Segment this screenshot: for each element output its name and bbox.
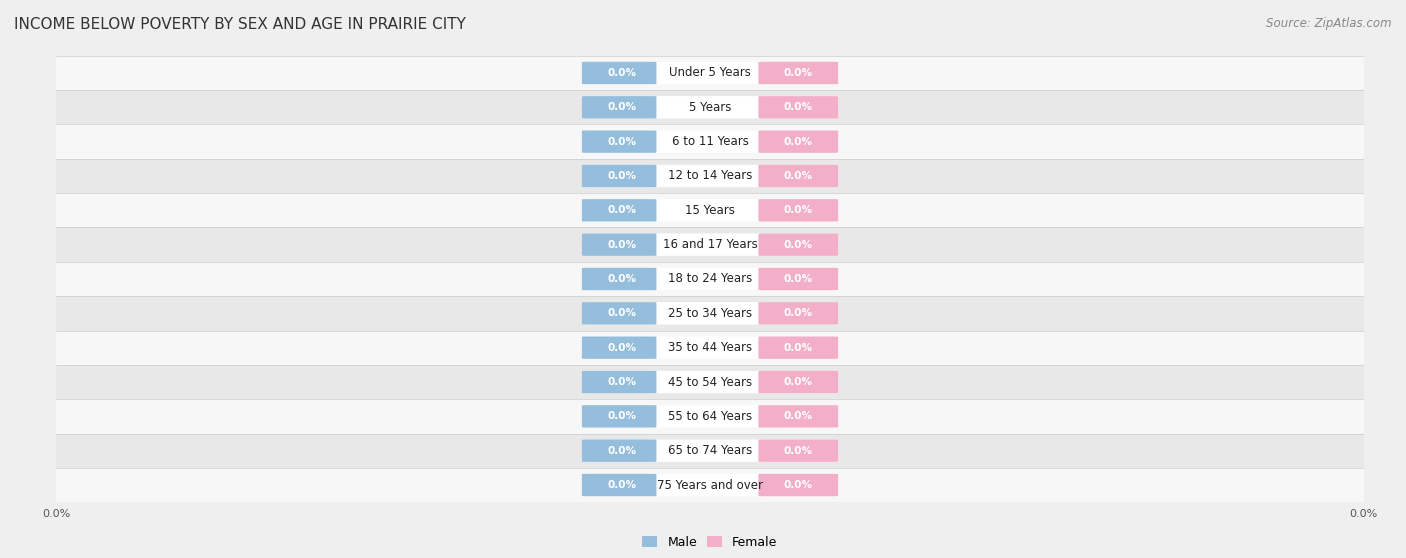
FancyBboxPatch shape <box>582 474 657 496</box>
Bar <box>56 296 1364 330</box>
Text: Under 5 Years: Under 5 Years <box>669 66 751 79</box>
FancyBboxPatch shape <box>582 62 838 84</box>
Text: 0.0%: 0.0% <box>783 240 813 249</box>
Text: 35 to 44 Years: 35 to 44 Years <box>668 341 752 354</box>
Text: 0.0%: 0.0% <box>607 171 637 181</box>
Text: 75 Years and over: 75 Years and over <box>657 479 763 492</box>
Bar <box>56 262 1364 296</box>
FancyBboxPatch shape <box>758 474 838 496</box>
Text: 0.0%: 0.0% <box>607 411 637 421</box>
FancyBboxPatch shape <box>582 199 838 222</box>
FancyBboxPatch shape <box>582 233 838 256</box>
Bar <box>56 399 1364 434</box>
FancyBboxPatch shape <box>582 165 838 187</box>
Text: 0.0%: 0.0% <box>607 274 637 284</box>
FancyBboxPatch shape <box>582 302 657 325</box>
FancyBboxPatch shape <box>582 165 657 187</box>
Text: 18 to 24 Years: 18 to 24 Years <box>668 272 752 286</box>
Text: INCOME BELOW POVERTY BY SEX AND AGE IN PRAIRIE CITY: INCOME BELOW POVERTY BY SEX AND AGE IN P… <box>14 17 465 32</box>
FancyBboxPatch shape <box>582 440 657 462</box>
FancyBboxPatch shape <box>582 233 657 256</box>
Bar <box>56 434 1364 468</box>
Text: 0.0%: 0.0% <box>783 274 813 284</box>
Bar <box>56 330 1364 365</box>
FancyBboxPatch shape <box>758 405 838 427</box>
FancyBboxPatch shape <box>582 131 657 153</box>
FancyBboxPatch shape <box>582 199 657 222</box>
Bar <box>56 193 1364 228</box>
FancyBboxPatch shape <box>582 62 657 84</box>
FancyBboxPatch shape <box>582 268 838 290</box>
Text: 0.0%: 0.0% <box>607 343 637 353</box>
Text: 0.0%: 0.0% <box>607 240 637 249</box>
FancyBboxPatch shape <box>582 302 838 325</box>
Text: 65 to 74 Years: 65 to 74 Years <box>668 444 752 457</box>
FancyBboxPatch shape <box>582 336 838 359</box>
Text: 0.0%: 0.0% <box>783 68 813 78</box>
FancyBboxPatch shape <box>582 405 838 427</box>
Bar <box>56 56 1364 90</box>
FancyBboxPatch shape <box>758 371 838 393</box>
Text: 0.0%: 0.0% <box>607 205 637 215</box>
Text: 0.0%: 0.0% <box>783 446 813 456</box>
Text: 0.0%: 0.0% <box>607 68 637 78</box>
FancyBboxPatch shape <box>758 165 838 187</box>
FancyBboxPatch shape <box>582 371 838 393</box>
FancyBboxPatch shape <box>758 268 838 290</box>
FancyBboxPatch shape <box>582 474 838 496</box>
FancyBboxPatch shape <box>582 440 838 462</box>
Text: 0.0%: 0.0% <box>783 171 813 181</box>
FancyBboxPatch shape <box>758 302 838 325</box>
Text: 0.0%: 0.0% <box>783 411 813 421</box>
FancyBboxPatch shape <box>758 233 838 256</box>
FancyBboxPatch shape <box>582 371 657 393</box>
FancyBboxPatch shape <box>758 131 838 153</box>
Text: 6 to 11 Years: 6 to 11 Years <box>672 135 748 148</box>
FancyBboxPatch shape <box>582 96 657 118</box>
FancyBboxPatch shape <box>758 199 838 222</box>
Text: 0.0%: 0.0% <box>607 480 637 490</box>
Bar <box>56 468 1364 502</box>
FancyBboxPatch shape <box>758 440 838 462</box>
FancyBboxPatch shape <box>582 131 838 153</box>
Bar <box>56 124 1364 159</box>
Text: 0.0%: 0.0% <box>783 102 813 112</box>
Text: 55 to 64 Years: 55 to 64 Years <box>668 410 752 423</box>
Bar <box>56 90 1364 124</box>
FancyBboxPatch shape <box>758 62 838 84</box>
Text: 0.0%: 0.0% <box>607 377 637 387</box>
Text: 0.0%: 0.0% <box>607 309 637 318</box>
FancyBboxPatch shape <box>582 268 657 290</box>
Text: 0.0%: 0.0% <box>607 137 637 147</box>
Text: 0.0%: 0.0% <box>783 480 813 490</box>
Text: 45 to 54 Years: 45 to 54 Years <box>668 376 752 388</box>
Text: 0.0%: 0.0% <box>783 309 813 318</box>
FancyBboxPatch shape <box>758 96 838 118</box>
Text: 0.0%: 0.0% <box>783 377 813 387</box>
FancyBboxPatch shape <box>582 405 657 427</box>
Text: 0.0%: 0.0% <box>607 446 637 456</box>
Legend: Male, Female: Male, Female <box>637 531 783 554</box>
FancyBboxPatch shape <box>758 336 838 359</box>
Text: 12 to 14 Years: 12 to 14 Years <box>668 170 752 182</box>
Text: 15 Years: 15 Years <box>685 204 735 217</box>
Text: 25 to 34 Years: 25 to 34 Years <box>668 307 752 320</box>
Text: 5 Years: 5 Years <box>689 101 731 114</box>
Text: 0.0%: 0.0% <box>607 102 637 112</box>
Text: Source: ZipAtlas.com: Source: ZipAtlas.com <box>1267 17 1392 30</box>
Text: 0.0%: 0.0% <box>783 205 813 215</box>
Text: 0.0%: 0.0% <box>783 137 813 147</box>
Text: 16 and 17 Years: 16 and 17 Years <box>662 238 758 251</box>
FancyBboxPatch shape <box>582 336 657 359</box>
Bar <box>56 228 1364 262</box>
Text: 0.0%: 0.0% <box>783 343 813 353</box>
Bar <box>56 365 1364 399</box>
Bar <box>56 159 1364 193</box>
FancyBboxPatch shape <box>582 96 838 118</box>
